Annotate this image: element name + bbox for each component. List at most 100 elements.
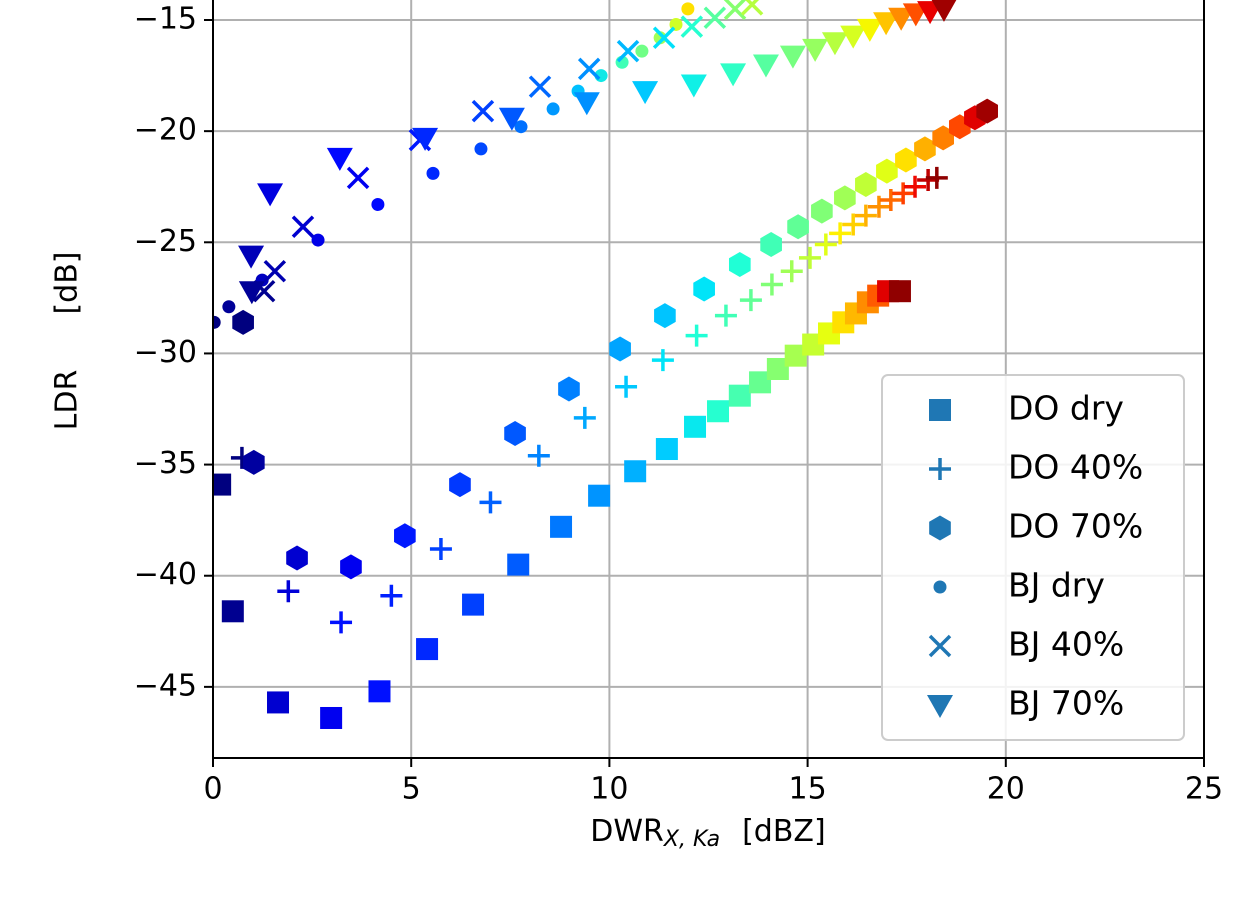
y-tick-label: −25 [134, 224, 197, 259]
y-tick-label: −35 [134, 446, 197, 481]
x-tick-label: 5 [402, 772, 421, 807]
x-marker [680, 15, 704, 38]
x-marker [471, 99, 495, 123]
triangle-marker [802, 38, 829, 62]
x-tick-label: 0 [203, 772, 222, 807]
plus-marker [929, 458, 951, 480]
dot-marker [653, 31, 667, 45]
hexagon-marker [243, 449, 265, 475]
square-marker [320, 706, 343, 729]
plus-marker [714, 304, 737, 327]
square-marker [707, 400, 730, 423]
hexagon-marker [728, 252, 751, 278]
square-marker [550, 515, 573, 538]
triangle-marker [888, 7, 915, 31]
triangle-marker [840, 25, 867, 49]
legend-label: BJ dry [1008, 566, 1105, 605]
x-marker [723, 0, 747, 21]
plus-marker [479, 491, 502, 514]
triangle-marker [873, 12, 900, 36]
x-marker [291, 215, 315, 238]
hexagon-marker [504, 420, 526, 446]
hexagon-marker [340, 554, 362, 580]
hexagon-marker [760, 232, 782, 258]
square-marker [588, 484, 611, 507]
hexagon-marker [609, 336, 631, 362]
hexagon-marker [787, 214, 809, 240]
hexagon-marker [834, 185, 856, 211]
legend-label: DO dry [1008, 389, 1124, 428]
legend-label: DO 40% [1008, 448, 1143, 487]
hexagon-marker [654, 303, 676, 329]
triangle-marker [573, 92, 600, 116]
x-tick-label: 20 [987, 772, 1025, 807]
plus-marker [685, 324, 708, 347]
hexagon-marker [558, 376, 580, 402]
triangle-marker [238, 281, 265, 305]
plus-marker [867, 195, 890, 218]
axes-frame [212, 0, 1205, 759]
legend-label: BJ 40% [1008, 625, 1124, 664]
plus-marker [892, 182, 915, 205]
triangle-marker [680, 74, 707, 98]
dot-marker [635, 44, 649, 58]
dot-marker [933, 580, 947, 594]
x-tick-label: 15 [789, 772, 827, 807]
x-tick-label: 25 [1185, 772, 1223, 807]
x-marker [740, 0, 764, 16]
x-tick-label: 10 [590, 772, 628, 807]
plus-marker [925, 166, 948, 189]
hexagon-marker [876, 158, 898, 184]
hexagon-marker [932, 125, 954, 151]
square-marker [368, 680, 391, 703]
plus-marker [904, 175, 927, 198]
plus-marker [380, 584, 403, 607]
square-marker [267, 691, 290, 714]
hexagon-marker [855, 171, 877, 197]
triangle-marker [632, 81, 659, 105]
square-marker [507, 553, 530, 576]
plus-marker [879, 189, 902, 212]
plus-marker [842, 213, 865, 236]
triangle-marker [821, 32, 848, 56]
hexagon-marker [811, 198, 833, 224]
dot-marker [514, 120, 528, 134]
triangle-marker [779, 45, 806, 69]
square-marker [728, 384, 751, 407]
x-marker [928, 634, 952, 658]
triangle-marker [412, 127, 439, 151]
square-marker [784, 344, 807, 367]
square-marker [888, 280, 911, 303]
square-marker [684, 415, 707, 438]
plus-marker [615, 375, 638, 398]
x-marker [528, 75, 552, 98]
hexagon-marker [914, 136, 936, 162]
plus-marker [760, 273, 783, 296]
x-marker [703, 6, 727, 30]
square-marker [416, 638, 439, 661]
square-marker [929, 399, 951, 421]
x-label-unit: [dBZ] [742, 814, 826, 849]
plus-marker [527, 444, 550, 467]
dot-marker [222, 300, 236, 314]
dot-marker [474, 142, 488, 156]
plus-marker [277, 580, 300, 603]
plus-marker [829, 222, 852, 245]
hexagon-marker [693, 276, 715, 302]
plus-marker [798, 246, 821, 269]
legend-label: BJ 70% [1008, 684, 1124, 723]
plus-marker [854, 204, 877, 227]
legend: DO dry DO 40% DO 70% BJ dry BJ 40% BJ 70% [881, 374, 1185, 741]
plus-marker [739, 289, 762, 312]
dot-marker [371, 198, 385, 212]
dot-marker [426, 166, 440, 180]
x-marker [652, 26, 676, 50]
square-marker [749, 371, 772, 394]
plus-marker [330, 611, 353, 634]
legend-label: DO 70% [1008, 507, 1143, 546]
x-marker [263, 259, 287, 283]
hexagon-marker [449, 472, 471, 498]
square-marker [221, 600, 244, 623]
x-axis-label: DWRX, Ka [dBZ] [590, 814, 825, 853]
